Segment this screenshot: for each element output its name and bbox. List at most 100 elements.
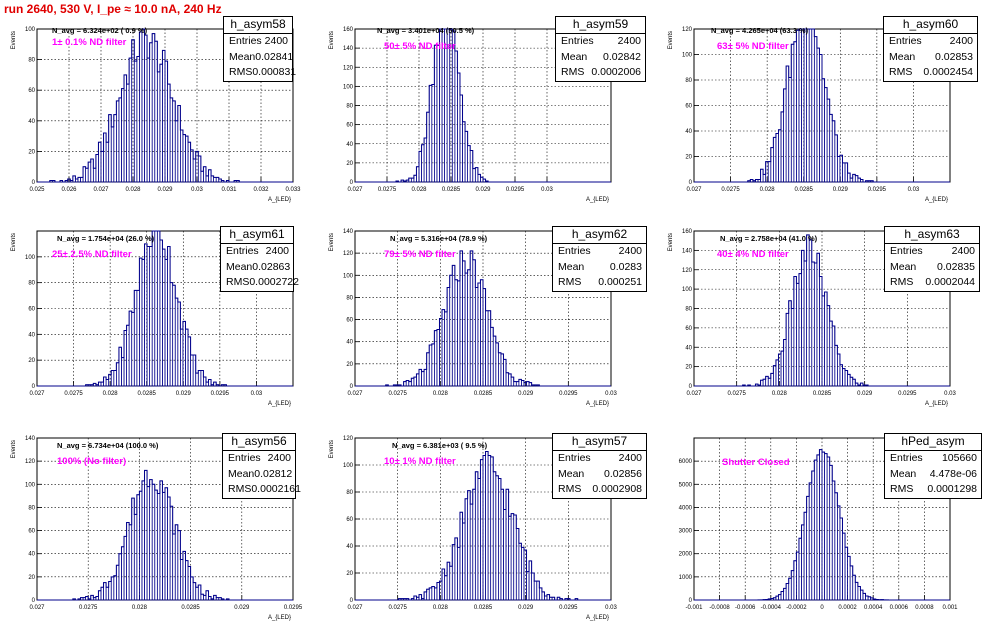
y-tick-label: 0 (32, 180, 36, 186)
stats-label: Mean (226, 260, 253, 273)
histogram-plot: 0.027 0.0275 0.028 0.0285 0.029 0.0295 0.03 0 20… (668, 229, 956, 407)
y-tick-label: 120 (682, 268, 693, 274)
stats-value: 2400 (618, 452, 642, 464)
stats-row-rms: RMS 0.0001298 (885, 482, 981, 498)
filter-annotation: 50± 5% ND filter (384, 41, 456, 52)
histogram-outline (694, 234, 950, 387)
histogram-bin (146, 57, 150, 183)
histogram-bin (474, 287, 479, 387)
stats-label: Mean (890, 260, 917, 273)
x-axis-label: A_{LED} (586, 615, 609, 621)
x-tick-label: 0.0295 (559, 605, 578, 611)
histogram-bin (821, 78, 825, 183)
stats-label: RMS (889, 66, 913, 78)
y-tick-label: 5000 (679, 482, 693, 488)
x-tick-label: 0.027 (29, 391, 45, 397)
y-tick-label: 20 (685, 155, 692, 161)
histogram-bin (121, 357, 125, 387)
histogram-bin (467, 145, 471, 183)
y-tick-label: 60 (346, 517, 353, 523)
histogram-bin (816, 47, 820, 183)
histogram-name: h_asym58 (224, 17, 292, 34)
stats-value: 0.02841 (255, 50, 294, 63)
stats-label: Entries (228, 452, 261, 464)
histogram-bin (169, 97, 174, 183)
histogram-name: hPed_asym (885, 434, 981, 451)
histogram-bin (454, 279, 458, 387)
histogram-bin (180, 129, 184, 183)
stats-value: 4.478e-06 (929, 467, 977, 480)
histogram-bin (128, 524, 133, 601)
histogram-bin (837, 505, 841, 601)
y-tick-label: 0 (689, 384, 693, 390)
histogram-bin (105, 586, 110, 601)
y-tick-label: 100 (682, 287, 693, 293)
histogram-bin (829, 464, 833, 601)
y-tick-label: 40 (28, 119, 35, 125)
histogram-bin (778, 129, 782, 183)
histogram-bin (159, 63, 163, 183)
stats-row-rms: RMS 0.000831 (224, 65, 296, 81)
histogram-bin (813, 262, 818, 387)
histogram-bin (180, 328, 184, 387)
stats-value: 0.0002908 (592, 483, 642, 495)
histogram-bin (200, 170, 204, 183)
histogram-bin (80, 177, 84, 183)
page-title: run 2640, 530 V, I_pe ≈ 10.0 nA, 240 Hz (4, 2, 222, 16)
filter-annotation: 100% (No filter) (57, 456, 127, 467)
x-tick-label: 0.028 (411, 187, 427, 193)
histogram-bin (164, 487, 168, 601)
histogram-bin (842, 368, 846, 387)
x-tick-label: 0.03 (908, 187, 920, 193)
stats-row-mean: Mean 0.02812 (223, 467, 295, 483)
histogram-bin (803, 511, 807, 601)
y-tick-label: 140 (25, 436, 36, 442)
y-tick-label: 20 (346, 161, 353, 167)
y-tick-label: 40 (28, 332, 35, 338)
x-tick-label: 0.0285 (795, 187, 814, 193)
histogram-outline (694, 449, 950, 601)
y-tick-label: 2000 (679, 552, 693, 558)
histogram-bin (121, 88, 125, 183)
x-tick-label: -0.0008 (709, 605, 730, 611)
stats-row-rms: RMS 0.0002044 (885, 275, 979, 291)
y-tick-label: 60 (685, 104, 692, 110)
histogram-bin (829, 320, 833, 387)
x-tick-label: 0.0008 (915, 605, 934, 611)
stats-label: RMS (229, 66, 253, 78)
x-axis-label: A_{LED} (268, 401, 291, 407)
histogram-bin (482, 455, 486, 601)
x-tick-label: 0.0275 (79, 605, 98, 611)
x-tick-label: 0.0295 (898, 391, 917, 397)
histogram-name: h_asym56 (223, 434, 295, 451)
x-axis-label: A_{LED} (268, 197, 291, 203)
histogram-name: h_asym61 (221, 227, 293, 244)
histogram-pad-h_asym57: 0.027 0.0275 0.028 0.0285 0.029 0.0295 0.03 0 20… (325, 436, 641, 622)
histogram-bin (449, 274, 453, 387)
histogram-bin (508, 515, 512, 601)
x-tick-label: 0.027 (686, 187, 702, 193)
x-axis-label: A_{LED} (925, 401, 948, 407)
histogram-bin (518, 542, 522, 601)
y-tick-label: 100 (343, 84, 354, 90)
x-axis-label: A_{LED} (268, 615, 291, 621)
histogram-bin (182, 134, 186, 183)
y-tick-label: 100 (25, 255, 36, 261)
x-tick-label: 0.029 (176, 391, 192, 397)
stats-value: 2400 (618, 245, 642, 257)
stats-label: Mean (228, 467, 255, 480)
histogram-bin (457, 546, 461, 601)
histogram-bin (162, 248, 166, 387)
stats-value: 0.0001298 (927, 483, 977, 495)
filter-annotation: 25± 2.5% ND filter (52, 249, 132, 260)
stats-box: h_asym60 Entries 2400 Mean 0.02853 RMS 0.00024… (883, 16, 978, 82)
histogram-bin (457, 280, 461, 387)
stats-value: 2400 (264, 35, 288, 47)
x-tick-label: 0.028 (433, 391, 449, 397)
y-tick-label: 20 (346, 362, 353, 368)
histogram-bin (462, 522, 466, 601)
stats-value: 0.02842 (603, 50, 641, 63)
x-tick-label: 0.027 (686, 391, 702, 397)
stats-label: RMS (890, 483, 914, 495)
x-tick-label: 0.028 (760, 187, 776, 193)
